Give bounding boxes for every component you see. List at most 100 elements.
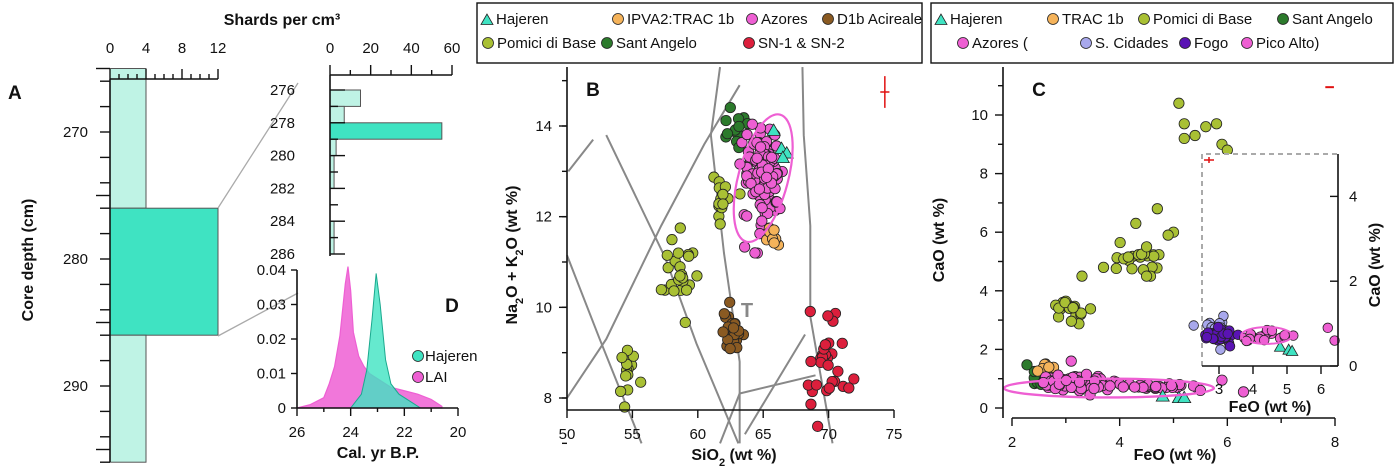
inset-x-tick-label: 3 — [1215, 381, 1223, 398]
panel-b-x-tick-label: 55 — [624, 426, 641, 443]
pico-alto-point — [1322, 322, 1334, 334]
tas-boundary-line — [567, 138, 594, 172]
pomici-di-base-point — [1148, 250, 1160, 262]
pomici-di-base-point — [661, 249, 673, 261]
pomici-di-base-point — [691, 270, 703, 282]
azores-point — [1129, 381, 1141, 393]
d1b-acireale-point — [724, 343, 736, 355]
panel-c-y-tick-label: 10 — [971, 107, 988, 124]
depth-detail-bar — [329, 122, 443, 140]
pomici-di-base-point — [1178, 132, 1190, 145]
sant-angelo-point — [724, 101, 736, 114]
depth-detail-bar — [329, 105, 345, 124]
panel-c-y-tick-label: 8 — [980, 166, 988, 183]
panel-b-xlabel: SiO2 (wt %) — [691, 447, 776, 467]
panel-c-y-tick-label: 6 — [980, 224, 988, 241]
legend-b-azores-marker — [746, 13, 758, 25]
pomici-di-base-point — [1097, 261, 1110, 273]
azores-point — [745, 177, 757, 190]
legend-hajeren-marker — [412, 350, 424, 362]
legend-lai-label: LAI — [425, 369, 448, 386]
azores-point — [1117, 381, 1129, 393]
panel-b-ylabel: Na2O + K2O (wt %) — [504, 186, 526, 325]
panel-d-y-tick-label: 0.04 — [257, 262, 286, 279]
azores-point — [1088, 382, 1100, 395]
inset-y-tick-label: 0 — [1349, 358, 1357, 375]
fogo-point — [1201, 331, 1213, 343]
panel-a-xlabel: Shards per cm³ — [224, 12, 340, 29]
pomici-di-base-point — [1122, 251, 1134, 263]
legend-b-sn-1-sn-2-label: SN-1 & SN-2 — [758, 35, 845, 52]
azores-point — [749, 247, 761, 259]
pomici-di-base-point — [620, 370, 632, 382]
panel-d-xlabel: Cal. yr B.P. — [337, 445, 419, 462]
pomici-di-base-point — [1189, 129, 1201, 142]
panel-c-x-tick-label: 8 — [1331, 434, 1339, 451]
sn-1-sn-2-point — [848, 373, 860, 385]
panel-d-y-tick-label: 0.01 — [257, 366, 286, 383]
pomici-di-base-point — [668, 285, 680, 297]
panel-a-y-tick-label: 270 — [63, 124, 88, 141]
tas-boundary-line — [709, 66, 741, 444]
pomici-di-base-point — [1140, 270, 1153, 282]
azores-point — [739, 241, 751, 253]
pomici-di-base-point — [679, 316, 691, 329]
inset-ylabel: CaO (wt %) — [1367, 223, 1384, 307]
panel-c-x-tick-label: 6 — [1223, 434, 1231, 451]
pomici-di-base-point — [1059, 296, 1071, 309]
sn-1-sn-2-point — [819, 339, 831, 351]
legend-b-sant-angelo-label: Sant Angelo — [616, 35, 697, 52]
panel-b-label: B — [586, 80, 600, 101]
azores-ellipse — [1002, 377, 1216, 399]
pomici-di-base-point — [1126, 263, 1138, 275]
legend-b-d1b-acireale-marker — [822, 13, 834, 25]
depth-detail-bar — [329, 138, 337, 157]
azores-ellipse — [732, 113, 794, 244]
legend-c-trac-1b-label: TRAC 1b — [1062, 11, 1124, 28]
panel-b-y-tick-label: 10 — [535, 299, 552, 316]
panel-a-x-tick-label: 4 — [142, 40, 150, 57]
pomici-di-base-point — [1178, 118, 1190, 130]
panel-a2-x-tick-label: 20 — [362, 40, 379, 57]
pico-alto-point — [1329, 335, 1340, 346]
legend-b-ipva2-trac-1b-marker — [612, 13, 624, 25]
panel-b-x-tick-label: 50 — [559, 426, 576, 443]
pomici-di-base-point — [1200, 121, 1212, 133]
legend-lai-marker — [412, 371, 424, 383]
azores-point — [761, 171, 773, 183]
legend-hajeren-label: Hajeren — [425, 348, 478, 365]
azores-point — [741, 128, 753, 141]
inset-x-tick-label: 5 — [1283, 381, 1291, 398]
zoom-connector — [217, 292, 299, 337]
panel-d-y-tick-label: 0.03 — [257, 297, 286, 314]
pomici-di-base-point — [662, 262, 674, 274]
sant-angelo-point — [1021, 359, 1033, 371]
legend-b-pomici-di-base-marker — [482, 37, 494, 49]
panel-c-x-tick-label: 2 — [1008, 434, 1016, 451]
legend-c-sant-angelo-marker — [1277, 13, 1289, 25]
legend-b-sant-angelo-marker — [601, 37, 613, 49]
legend-c-pico-alto-marker — [1241, 37, 1253, 49]
panel-a-y-tick-label: 290 — [63, 378, 88, 395]
panel-a2-y-tick-label: 282 — [270, 180, 295, 197]
sn-1-sn-2-point — [805, 355, 817, 368]
panel-a2-x-tick-label: 40 — [403, 40, 420, 57]
legend-b-sn-1-sn-2-marker — [743, 37, 755, 49]
sn-1-sn-2-point — [843, 382, 855, 394]
hajeren-point — [1285, 344, 1299, 356]
panel-d-label: D — [445, 296, 459, 317]
pico-alto-point — [1259, 334, 1270, 346]
panel-b-x-tick-label: 70 — [820, 426, 837, 443]
panel-a2-y-tick-label: 286 — [270, 246, 295, 263]
pomici-di-base-point — [1114, 236, 1126, 249]
sn-1-sn-2-point — [836, 337, 848, 349]
pomici-di-base-point — [1110, 262, 1122, 275]
hajeren-point — [1177, 390, 1192, 404]
fogo-point — [1224, 341, 1236, 352]
legend-b-pomici-di-base-label: Pomici di Base — [497, 35, 596, 52]
depth-bar — [109, 334, 147, 463]
legend-b-azores-label: Azores — [761, 11, 808, 28]
panel-a2-y-tick-label: 280 — [270, 148, 295, 165]
panel-b-y-tick-label: 8 — [544, 390, 552, 407]
